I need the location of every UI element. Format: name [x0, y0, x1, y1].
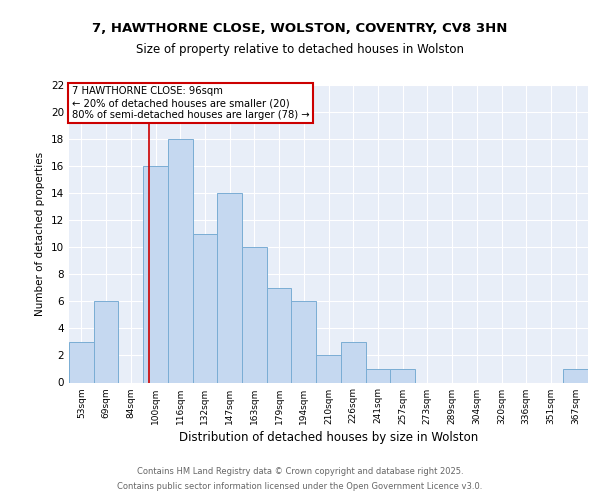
Text: Contains HM Land Registry data © Crown copyright and database right 2025.: Contains HM Land Registry data © Crown c… [137, 467, 463, 476]
Bar [390, 369, 415, 382]
Bar [341, 342, 365, 382]
Bar [316, 356, 341, 382]
Bar [69, 342, 94, 382]
Bar [193, 234, 217, 382]
X-axis label: Distribution of detached houses by size in Wolston: Distribution of detached houses by size … [179, 430, 478, 444]
Bar [292, 302, 316, 382]
Bar [168, 139, 193, 382]
Bar [143, 166, 168, 382]
Bar [267, 288, 292, 382]
Text: Size of property relative to detached houses in Wolston: Size of property relative to detached ho… [136, 42, 464, 56]
Bar [217, 193, 242, 382]
Text: Contains public sector information licensed under the Open Government Licence v3: Contains public sector information licen… [118, 482, 482, 491]
Text: 7 HAWTHORNE CLOSE: 96sqm
← 20% of detached houses are smaller (20)
80% of semi-d: 7 HAWTHORNE CLOSE: 96sqm ← 20% of detach… [71, 86, 309, 120]
Bar [563, 369, 588, 382]
Bar [242, 248, 267, 382]
Text: 7, HAWTHORNE CLOSE, WOLSTON, COVENTRY, CV8 3HN: 7, HAWTHORNE CLOSE, WOLSTON, COVENTRY, C… [92, 22, 508, 36]
Bar [94, 302, 118, 382]
Bar [365, 369, 390, 382]
Y-axis label: Number of detached properties: Number of detached properties [35, 152, 46, 316]
